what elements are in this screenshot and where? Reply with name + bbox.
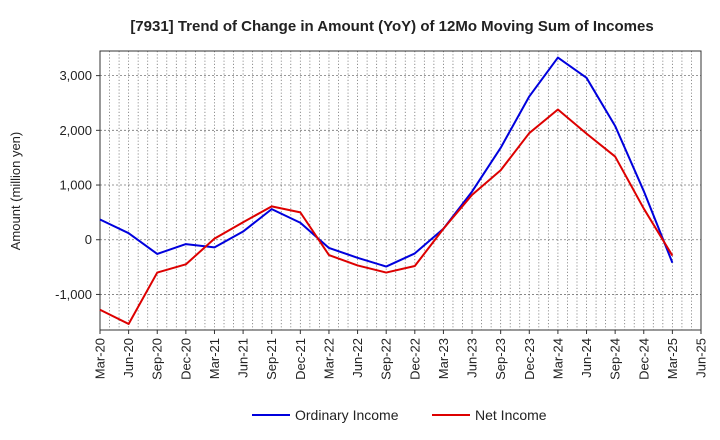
plot-background	[100, 51, 701, 330]
legend-label: Net Income	[475, 407, 547, 423]
legend-label: Ordinary Income	[295, 407, 399, 423]
x-tick-label: Sep-23	[493, 338, 508, 380]
x-tick-label: Dec-23	[522, 338, 537, 380]
y-tick-label: -1,000	[55, 287, 92, 302]
x-tick-label: Dec-20	[178, 338, 193, 380]
y-axis-label: Amount (million yen)	[8, 132, 23, 251]
x-tick-label: Dec-24	[636, 338, 651, 380]
x-tick-label: Jun-25	[694, 338, 709, 378]
plot-area: 3,000 2,000 1,000 0 -1,000 Mar-20 Jun-20 Sep-20…	[55, 50, 709, 380]
x-tick-label: Mar-25	[665, 338, 680, 379]
chart-title: [7931] Trend of Change in Amount (YoY) o…	[130, 18, 653, 35]
x-tick-label: Sep-24	[608, 338, 623, 380]
x-tick-label: Jun-20	[121, 338, 136, 378]
x-tick-label: Jun-23	[465, 338, 480, 378]
x-tick-label: Mar-22	[321, 338, 336, 379]
x-tick-label: Mar-21	[207, 338, 222, 379]
x-tick-label: Dec-21	[293, 338, 308, 380]
x-tick-label: Jun-21	[236, 338, 251, 378]
x-tick-label: Sep-22	[379, 338, 394, 380]
x-tick-label: Mar-24	[550, 338, 565, 379]
y-tick-label: 3,000	[59, 68, 92, 83]
x-tick-label: Sep-21	[264, 338, 279, 380]
y-tick-label: 0	[85, 232, 92, 247]
y-tick-label: 2,000	[59, 123, 92, 138]
x-tick-label: Mar-20	[93, 338, 108, 379]
x-tick-label: Dec-22	[407, 338, 422, 380]
plot-frame	[99, 50, 702, 331]
x-tick-label: Sep-20	[150, 338, 165, 380]
x-tick-label: Jun-24	[579, 338, 594, 378]
y-tick-label: 1,000	[59, 178, 92, 193]
x-tick-label: Jun-22	[350, 338, 365, 378]
legend: Ordinary Income Net Income	[252, 407, 547, 423]
x-tick-label: Mar-23	[436, 338, 451, 379]
